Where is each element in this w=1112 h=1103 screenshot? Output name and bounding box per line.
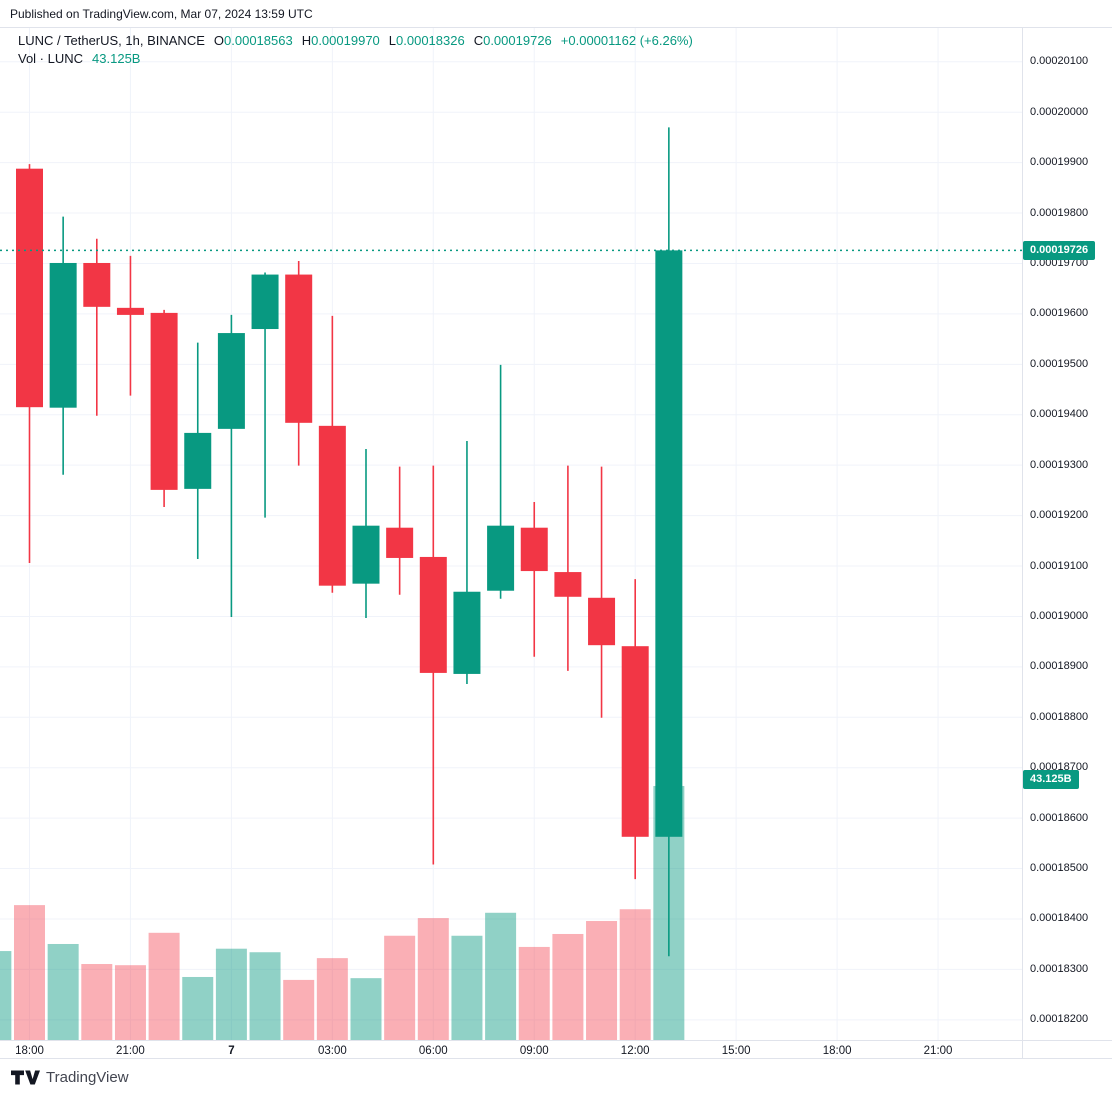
price-axis-label: 0.00018600 <box>1030 811 1089 824</box>
legend-low: L0.00018326 <box>388 33 465 48</box>
price-axis-border <box>1022 28 1023 1058</box>
volume-bar <box>283 979 315 1040</box>
published-header-bar: Published on TradingView.com, Mar 07, 20… <box>0 0 1112 28</box>
legend-close: C0.00019726 <box>473 33 552 48</box>
candle-body <box>83 262 111 307</box>
price-axis-label: 0.00019300 <box>1030 458 1089 471</box>
price-axis-label: 0.00019000 <box>1030 609 1089 622</box>
candle-body <box>116 307 144 315</box>
candle-body <box>184 432 212 489</box>
price-axis-label: 0.00018900 <box>1030 660 1089 673</box>
candle-body <box>49 262 77 408</box>
time-axis-label: 06:00 <box>418 1045 448 1057</box>
candle-body <box>520 527 548 572</box>
price-axis-label: 0.00019200 <box>1030 509 1089 522</box>
candle-body <box>554 572 582 597</box>
time-axis-label: 09:00 <box>519 1045 549 1057</box>
tradingview-logo-icon <box>11 1070 40 1085</box>
volume-bar <box>451 935 483 1040</box>
chart-plot-area[interactable] <box>0 28 1022 1040</box>
volume-legend-value: 43.125B <box>92 51 141 66</box>
candle-body <box>386 527 414 558</box>
volume-bar-partial <box>0 951 12 1040</box>
volume-bar <box>586 921 618 1040</box>
volume-bar <box>182 976 214 1040</box>
volume-bar <box>148 932 180 1040</box>
volume-bar <box>215 948 247 1040</box>
legend-open: O0.00018563 <box>213 33 293 48</box>
volume-bar <box>619 909 651 1040</box>
volume-bar <box>552 933 584 1040</box>
price-axis-label: 0.00019400 <box>1030 408 1089 421</box>
candle-body <box>251 274 279 330</box>
time-axis-label: 15:00 <box>721 1045 751 1057</box>
candle-body <box>419 556 447 673</box>
price-axis-label: 0.00020000 <box>1030 105 1089 118</box>
time-axis-label: 18:00 <box>15 1045 44 1057</box>
volume-bar <box>485 912 517 1040</box>
price-axis-label: 0.00019700 <box>1030 256 1089 269</box>
axis-bottom-border <box>0 1058 1112 1059</box>
last-volume-badge: 43.125B <box>1023 769 1079 789</box>
candle-body <box>352 525 380 584</box>
chart-legend: LUNC / TetherUS, 1h, BINANCE O0.00018563… <box>18 33 693 67</box>
time-axis-date-label: 7 <box>228 1045 235 1057</box>
time-axis-border <box>0 1040 1112 1041</box>
volume-bar <box>47 943 79 1040</box>
price-axis-label: 0.00018300 <box>1030 962 1089 975</box>
last-price-badge: 0.00019726 <box>1023 240 1096 260</box>
price-axis-label: 0.00019100 <box>1030 559 1089 572</box>
volume-bar <box>114 965 146 1040</box>
candle-body <box>487 525 515 591</box>
time-axis-label: 12:00 <box>620 1045 650 1057</box>
legend-change: +0.00001162 (+6.26%) <box>560 33 693 48</box>
volume-bar <box>316 958 348 1040</box>
candle-body <box>588 597 616 646</box>
price-axis-label: 0.00019900 <box>1030 156 1089 169</box>
time-axis-label: 21:00 <box>923 1045 953 1057</box>
volume-bar <box>518 946 550 1040</box>
volume-bar <box>350 978 382 1040</box>
price-axis-label: 0.00019600 <box>1030 307 1089 320</box>
symbol-title: LUNC / TetherUS, 1h, BINANCE <box>18 33 205 48</box>
candle-body <box>318 425 346 586</box>
candle-body <box>16 168 43 408</box>
tradingview-footer[interactable]: TradingView <box>10 1069 129 1086</box>
time-axis-label: 21:00 <box>116 1045 145 1057</box>
tradingview-logo-text: TradingView <box>46 1069 129 1086</box>
price-axis-label: 0.00019500 <box>1030 357 1089 370</box>
price-axis-label: 0.00018800 <box>1030 710 1089 723</box>
volume-bar <box>417 918 449 1040</box>
price-axis-label: 0.00018500 <box>1030 862 1089 875</box>
price-axis-label: 0.00018400 <box>1030 912 1089 925</box>
time-axis-label: 03:00 <box>317 1045 347 1057</box>
legend-high: H0.00019970 <box>301 33 380 48</box>
price-axis-label: 0.00020100 <box>1030 55 1089 68</box>
volume-bar <box>249 952 281 1040</box>
published-text: Published on TradingView.com, Mar 07, 20… <box>10 7 313 21</box>
volume-bar <box>14 905 45 1040</box>
candle-body <box>621 646 649 837</box>
volume-legend-label: Vol · LUNC <box>18 51 84 66</box>
volume-bar <box>384 935 416 1040</box>
candle-body <box>217 333 245 429</box>
volume-bar <box>81 964 113 1040</box>
price-axis-label: 0.00019800 <box>1030 206 1089 219</box>
candle-body <box>655 250 683 837</box>
price-axis-label: 0.00018200 <box>1030 1013 1089 1026</box>
candle-body <box>150 312 178 490</box>
candle-body <box>285 274 313 423</box>
candle-body <box>453 591 481 674</box>
time-axis-label: 18:00 <box>822 1045 852 1057</box>
